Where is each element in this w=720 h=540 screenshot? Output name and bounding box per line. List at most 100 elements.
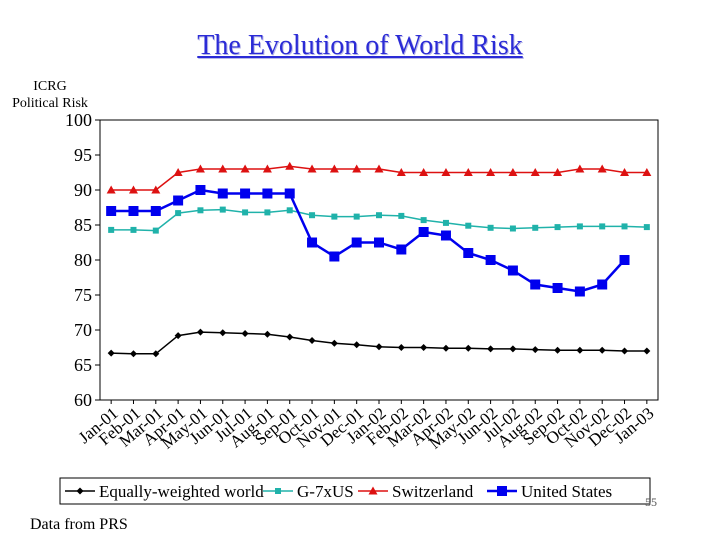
y-tick-label: 90 xyxy=(74,180,92,200)
data-point-united-states xyxy=(195,185,206,195)
y-tick-label: 60 xyxy=(74,390,92,410)
data-point-switzerland xyxy=(642,168,652,176)
data-point-switzerland xyxy=(307,164,317,173)
y-tick-label: 100 xyxy=(65,110,92,130)
legend-label-equally-weighted-world: Equally-weighted world xyxy=(99,482,264,501)
data-point-switzerland xyxy=(419,168,429,176)
data-point-equally-weighted-world xyxy=(487,345,495,353)
data-point-switzerland xyxy=(240,164,250,173)
data-point-united-states xyxy=(173,195,184,206)
data-point-switzerland xyxy=(396,168,406,176)
data-point-united-states xyxy=(106,206,117,216)
legend-label-g-7xus: G-7xUS xyxy=(297,482,354,501)
data-point-g-7xus xyxy=(264,209,271,216)
data-point-g-7xus xyxy=(398,212,405,219)
data-point-switzerland xyxy=(106,185,116,194)
data-point-equally-weighted-world xyxy=(643,347,651,355)
data-point-united-states xyxy=(485,255,496,265)
data-point-switzerland xyxy=(285,161,295,170)
data-point-united-states xyxy=(217,188,228,199)
data-point-g-7xus xyxy=(130,226,137,233)
data-point-switzerland xyxy=(553,168,563,176)
data-point-g-7xus xyxy=(532,224,539,231)
data-point-equally-weighted-world xyxy=(353,341,361,349)
y-axis-label-line-2: Political Risk xyxy=(12,96,88,111)
data-point-equally-weighted-world xyxy=(509,345,517,353)
data-point-g-7xus xyxy=(465,222,472,229)
legend-label-united-states: United States xyxy=(521,482,612,501)
data-point-g-7xus xyxy=(376,212,382,219)
data-point-equally-weighted-world xyxy=(107,349,115,357)
y-axis-label-line-1: ICRG xyxy=(33,79,67,94)
data-point-united-states xyxy=(507,265,518,276)
series-switzerland xyxy=(106,161,652,194)
data-point-equally-weighted-world xyxy=(598,346,606,354)
data-point-united-states xyxy=(440,230,451,241)
legend: Equally-weighted world G-7xUS Switzerland U… xyxy=(59,477,651,505)
data-point-g-7xus xyxy=(219,206,226,213)
data-point-united-states xyxy=(552,283,563,293)
data-point-g-7xus xyxy=(509,225,516,232)
data-point-equally-weighted-world xyxy=(531,346,539,354)
data-point-united-states xyxy=(396,244,407,255)
data-point-equally-weighted-world xyxy=(174,332,182,340)
data-point-equally-weighted-world xyxy=(420,344,428,351)
data-point-united-states xyxy=(374,237,384,248)
data-point-switzerland xyxy=(151,185,161,194)
y-tick-label: 85 xyxy=(74,215,92,235)
data-point-g-7xus xyxy=(576,223,583,230)
series-united-states xyxy=(106,185,630,297)
data-point-switzerland xyxy=(575,164,585,173)
data-point-switzerland xyxy=(597,164,607,173)
slide-title: The Evolution of World Risk xyxy=(197,30,523,61)
data-point-united-states xyxy=(128,206,139,216)
data-point-united-states xyxy=(150,206,161,216)
legend-marker-switzerland xyxy=(368,486,378,495)
data-point-united-states xyxy=(284,188,295,199)
data-point-equally-weighted-world xyxy=(330,339,338,347)
data-point-equally-weighted-world xyxy=(554,346,562,354)
page-number: 55 xyxy=(645,495,657,509)
data-point-switzerland xyxy=(329,164,339,173)
data-point-equally-weighted-world xyxy=(621,347,629,355)
series-line-equally-weighted-world xyxy=(111,331,647,355)
data-point-switzerland xyxy=(620,168,630,176)
data-point-switzerland xyxy=(508,168,518,176)
data-point-equally-weighted-world xyxy=(576,346,584,354)
data-point-equally-weighted-world xyxy=(219,329,227,337)
data-point-equally-weighted-world xyxy=(375,343,383,351)
data-point-equally-weighted-world xyxy=(241,330,249,337)
data-point-switzerland xyxy=(218,164,228,173)
data-point-switzerland xyxy=(463,168,473,176)
footnote: Data from PRS xyxy=(30,516,128,533)
data-point-equally-weighted-world xyxy=(286,333,294,341)
data-point-g-7xus xyxy=(643,224,650,231)
data-point-g-7xus xyxy=(175,210,182,217)
data-point-switzerland xyxy=(173,168,183,176)
data-point-united-states xyxy=(597,279,608,290)
data-point-switzerland xyxy=(352,164,362,173)
data-point-equally-weighted-world xyxy=(196,328,204,336)
data-point-g-7xus xyxy=(487,224,494,231)
data-point-equally-weighted-world xyxy=(442,344,450,352)
data-point-equally-weighted-world xyxy=(464,344,472,352)
data-point-united-states xyxy=(418,227,429,237)
series-equally-weighted-world xyxy=(107,328,651,358)
data-point-united-states xyxy=(262,188,273,199)
y-tick-label: 80 xyxy=(74,250,92,270)
series-g-7xus xyxy=(108,206,650,234)
data-point-switzerland xyxy=(128,185,138,194)
data-point-g-7xus xyxy=(420,217,427,224)
data-point-united-states xyxy=(619,255,630,265)
data-point-g-7xus xyxy=(331,213,338,220)
plot-area xyxy=(99,119,659,401)
data-point-equally-weighted-world xyxy=(152,350,160,358)
data-point-g-7xus xyxy=(621,223,628,230)
data-point-switzerland xyxy=(530,168,540,176)
y-axis-label: ICRG Political Risk xyxy=(2,78,98,112)
data-point-united-states xyxy=(463,248,474,258)
data-point-united-states xyxy=(574,286,585,297)
data-point-united-states xyxy=(307,237,318,248)
data-point-g-7xus xyxy=(197,207,204,214)
